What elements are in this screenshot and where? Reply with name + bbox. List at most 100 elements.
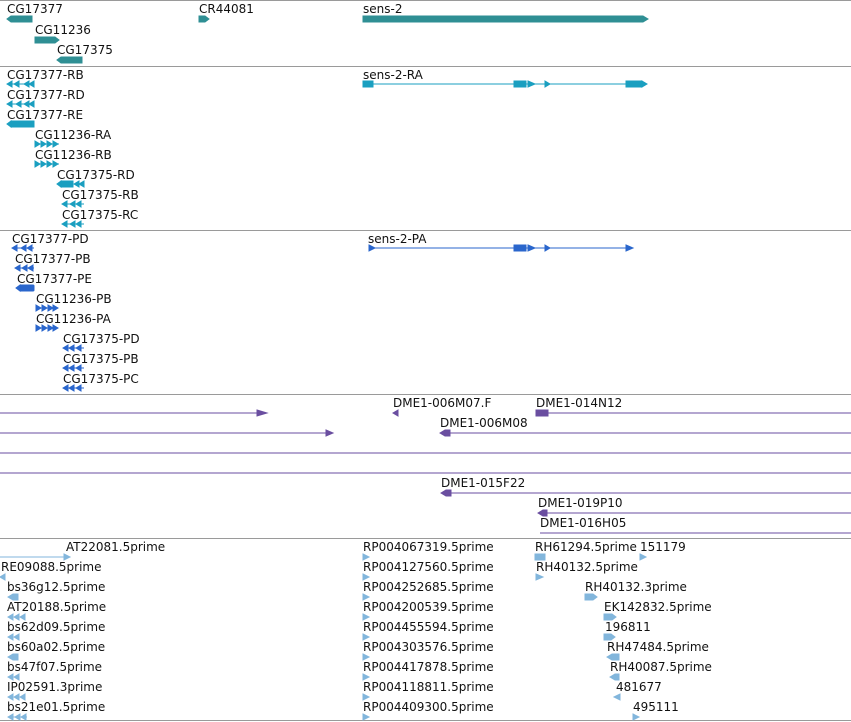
est-label-at22081[interactable]: AT22081.5prime <box>66 540 166 554</box>
est-label-re09088[interactable]: RE09088.5prime <box>1 560 102 574</box>
transcript-label-cg17377-re[interactable]: CG17377-RE <box>7 108 84 122</box>
clone-glyph-dme1-014n12[interactable] <box>535 409 851 417</box>
est-label-rp004127560[interactable]: RP004127560.5prime <box>363 560 494 574</box>
clone-glyph-dme1-006m07-f[interactable] <box>392 409 399 417</box>
est-label-rp004417878[interactable]: RP004417878.5prime <box>363 660 494 674</box>
est-glyph-rh40087[interactable] <box>609 673 620 681</box>
protein-label-cg17377-pb[interactable]: CG17377-PB <box>15 252 91 266</box>
protein-glyph-cg17375-pc[interactable] <box>62 384 84 392</box>
protein-label-cg17375-pd[interactable]: CG17375-PD <box>63 332 140 346</box>
clone-label-dme1-006m07-f[interactable]: DME1-006M07.F <box>393 396 492 410</box>
est-glyph-rp004417878[interactable] <box>362 673 371 681</box>
transcript-glyph-cg17377-rd[interactable] <box>6 100 35 108</box>
gene-glyph-cg11236[interactable] <box>34 36 60 44</box>
protein-glyph-cg11236-pa[interactable] <box>35 324 59 332</box>
transcript-glyph-cg11236-rb[interactable] <box>34 160 59 168</box>
est-label-rp004252685[interactable]: RP004252685.5prime <box>363 580 494 594</box>
transcript-label-sens-2-ra[interactable]: sens-2-RA <box>363 68 423 82</box>
est-label-ek142832[interactable]: EK142832.5prime <box>604 600 712 614</box>
transcript-glyph-cg17377-rb[interactable] <box>6 80 35 88</box>
est-glyph-rp004455594[interactable] <box>362 633 371 641</box>
est-glyph-rh40132-3[interactable] <box>584 593 598 601</box>
transcript-label-cg17377-rd[interactable]: CG17377-RD <box>7 88 85 102</box>
clone-label-dme1-014n12[interactable]: DME1-014N12 <box>536 396 623 410</box>
transcript-label-cg17375-rd[interactable]: CG17375-RD <box>57 168 135 182</box>
est-glyph-bs62d09[interactable] <box>7 633 20 641</box>
protein-label-cg17377-pd[interactable]: CG17377-PD <box>12 232 89 246</box>
gene-glyph-cg17375[interactable] <box>56 56 83 64</box>
clone-glyph-dme1-015f22[interactable] <box>440 489 851 497</box>
est-glyph-196811[interactable] <box>603 633 616 641</box>
protein-label-cg17377-pe[interactable]: CG17377-PE <box>17 272 92 286</box>
clone-label-dme1-019p10[interactable]: DME1-019P10 <box>538 496 623 510</box>
transcript-glyph-cg17375-rd[interactable] <box>56 180 85 188</box>
est-glyph-rh61294[interactable] <box>534 553 546 561</box>
transcript-glyph-cg17377-re[interactable] <box>6 120 35 128</box>
est-label-rh61294[interactable]: RH61294.5prime <box>535 540 637 554</box>
protein-glyph-cg17375-pb[interactable] <box>62 364 84 372</box>
est-glyph-at22081[interactable] <box>0 553 72 561</box>
protein-label-cg11236-pb[interactable]: CG11236-PB <box>36 292 112 306</box>
protein-label-sens-2-pa[interactable]: sens-2-PA <box>368 232 427 246</box>
est-glyph-bs21e01[interactable] <box>7 713 27 721</box>
protein-glyph-cg17375-pd[interactable] <box>62 344 84 352</box>
gene-glyph-cr44081[interactable] <box>198 15 210 23</box>
est-label-bs62d09[interactable]: bs62d09.5prime <box>7 620 106 634</box>
transcript-label-cg17377-rb[interactable]: CG17377-RB <box>7 68 84 82</box>
est-label-151179[interactable]: 151179 <box>640 540 686 554</box>
est-label-bs47f07[interactable]: bs47f07.5prime <box>7 660 103 674</box>
est-glyph-495111[interactable] <box>632 713 641 721</box>
gene-label-sens-2[interactable]: sens-2 <box>363 2 403 16</box>
clone-glyph-row-2-left[interactable] <box>0 429 335 437</box>
transcript-glyph-sens-2-ra[interactable] <box>362 80 648 88</box>
est-label-rp004409300[interactable]: RP004409300.5prime <box>363 700 494 714</box>
gene-glyph-sens-2[interactable] <box>362 15 649 23</box>
est-label-rh40087[interactable]: RH40087.5prime <box>610 660 712 674</box>
transcript-label-cg17375-rb[interactable]: CG17375-RB <box>62 188 139 202</box>
est-label-rh40132-3[interactable]: RH40132.3prime <box>585 580 687 594</box>
est-glyph-re09088[interactable] <box>0 573 6 581</box>
est-glyph-rp004118811[interactable] <box>362 693 371 701</box>
est-label-rp004455594[interactable]: RP004455594.5prime <box>363 620 494 634</box>
est-label-rp004303576[interactable]: RP004303576.5prime <box>363 640 494 654</box>
est-glyph-rp004067319[interactable] <box>362 553 371 561</box>
transcript-label-cg11236-ra[interactable]: CG11236-RA <box>35 128 112 142</box>
est-glyph-rh40132-5[interactable] <box>535 573 545 581</box>
est-glyph-bs60a02[interactable] <box>7 653 19 661</box>
est-glyph-at20188[interactable] <box>7 613 26 621</box>
protein-glyph-cg17377-pe[interactable] <box>15 284 35 292</box>
protein-label-cg17375-pc[interactable]: CG17375-PC <box>63 372 139 386</box>
gene-label-cr44081[interactable]: CR44081 <box>199 2 254 16</box>
gene-label-cg11236[interactable]: CG11236 <box>35 23 91 37</box>
est-glyph-rp004303576[interactable] <box>362 653 371 661</box>
transcript-glyph-cg17375-rb[interactable] <box>61 200 84 208</box>
est-label-rp004118811[interactable]: RP004118811.5prime <box>363 680 494 694</box>
est-label-196811[interactable]: 196811 <box>605 620 651 634</box>
est-label-at20188[interactable]: AT20188.5prime <box>7 600 107 614</box>
est-label-rh40132-5[interactable]: RH40132.5prime <box>536 560 638 574</box>
gene-label-cg17375[interactable]: CG17375 <box>57 43 113 57</box>
protein-glyph-cg11236-pb[interactable] <box>35 304 59 312</box>
est-glyph-rp004252685[interactable] <box>362 593 371 601</box>
est-glyph-rp004200539[interactable] <box>362 613 371 621</box>
clone-glyph-dme1-019p10[interactable] <box>537 509 851 517</box>
est-glyph-ip02591[interactable] <box>7 693 26 701</box>
est-label-bs21e01[interactable]: bs21e01.5prime <box>7 700 106 714</box>
protein-label-cg11236-pa[interactable]: CG11236-PA <box>36 312 111 326</box>
transcript-glyph-cg11236-ra[interactable] <box>34 140 59 148</box>
clone-label-dme1-015f22[interactable]: DME1-015F22 <box>441 476 526 490</box>
protein-label-cg17375-pb[interactable]: CG17375-PB <box>63 352 139 366</box>
protein-glyph-cg17377-pd[interactable] <box>11 244 34 252</box>
est-glyph-bs36g12[interactable] <box>7 593 19 601</box>
clone-label-dme1-016h05[interactable]: DME1-016H05 <box>540 516 627 530</box>
protein-glyph-cg17377-pb[interactable] <box>14 264 34 272</box>
transcript-label-cg11236-rb[interactable]: CG11236-RB <box>35 148 112 162</box>
est-label-bs36g12[interactable]: bs36g12.5prime <box>7 580 106 594</box>
transcript-glyph-cg17375-rc[interactable] <box>61 220 84 228</box>
protein-glyph-sens-2-pa[interactable] <box>368 244 635 252</box>
est-label-rp004200539[interactable]: RP004200539.5prime <box>363 600 494 614</box>
transcript-label-cg17375-rc[interactable]: CG17375-RC <box>62 208 139 222</box>
est-label-ip02591[interactable]: IP02591.3prime <box>7 680 103 694</box>
clone-glyph-dme1-006m08[interactable] <box>439 429 851 437</box>
est-label-bs60a02[interactable]: bs60a02.5prime <box>7 640 106 654</box>
